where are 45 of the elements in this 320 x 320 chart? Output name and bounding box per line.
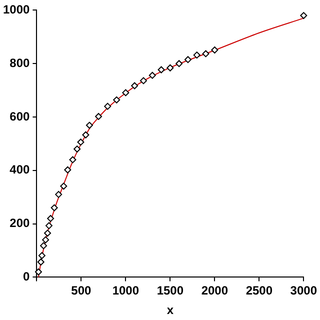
- point: [40, 242, 48, 250]
- point: [122, 89, 130, 96]
- x-tick-label: 3000: [290, 284, 318, 298]
- point: [50, 204, 58, 212]
- x-axis-title: x: [166, 303, 174, 318]
- point: [104, 102, 112, 110]
- point: [74, 146, 81, 153]
- x-tick-label: 500: [71, 284, 92, 298]
- point: [86, 122, 93, 129]
- point: [166, 64, 174, 72]
- point: [55, 190, 62, 198]
- x-tick-label: 1500: [156, 284, 184, 298]
- point: [64, 166, 72, 174]
- y-tick-label: 800: [10, 56, 30, 70]
- point: [77, 138, 84, 146]
- y-tick-label: 600: [10, 109, 30, 124]
- point: [47, 214, 54, 222]
- point: [113, 96, 120, 104]
- point: [37, 258, 44, 266]
- y-tick-label: 200: [10, 216, 30, 230]
- y-tick-label: 1000: [2, 2, 30, 17]
- point: [211, 46, 218, 54]
- point: [44, 230, 52, 237]
- point: [148, 72, 156, 79]
- point: [38, 252, 46, 260]
- point: [158, 66, 165, 74]
- point: [176, 60, 183, 68]
- point: [184, 56, 192, 64]
- x-tick-label: 2000: [201, 284, 228, 298]
- point: [193, 52, 200, 59]
- x-tick-label: 2500: [246, 284, 273, 298]
- point: [140, 77, 147, 84]
- y-tick-label: 400: [10, 162, 30, 177]
- point: [82, 131, 90, 138]
- point: [60, 182, 68, 190]
- point: [95, 112, 102, 120]
- y-tick-label: 0: [23, 270, 30, 284]
- point: [34, 268, 42, 276]
- point: [202, 50, 210, 58]
- x-tick-label: 1000: [112, 284, 140, 298]
- point: [45, 222, 52, 230]
- point: [300, 12, 308, 20]
- point: [69, 156, 76, 164]
- point: [131, 82, 138, 90]
- point: [42, 236, 50, 244]
